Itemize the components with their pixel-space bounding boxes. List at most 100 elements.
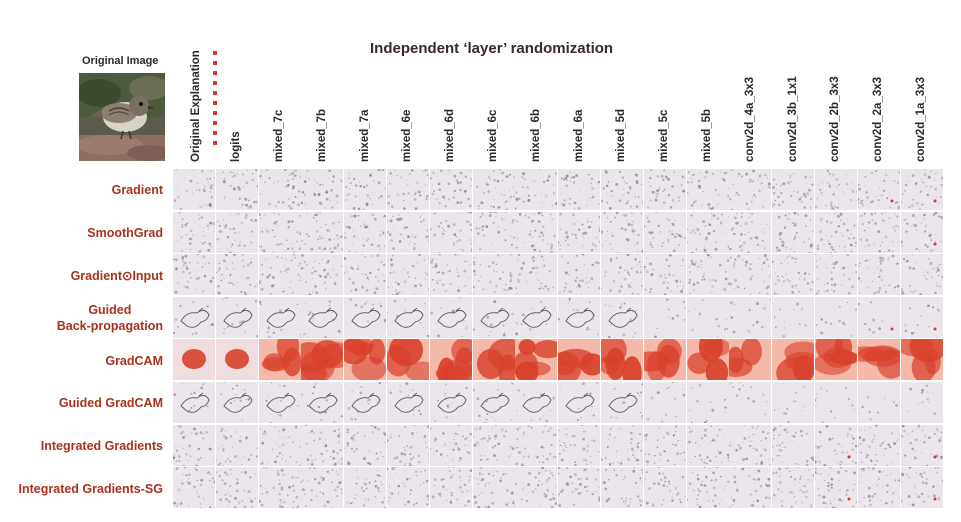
cell-gradcam-mixed-5c xyxy=(643,339,686,381)
cell-smoothgrad-conv2d-2b-3x3 xyxy=(815,211,857,253)
cell-guided-back-propagation-mixed-6d xyxy=(429,296,472,338)
cell-gradient-mixed-6b xyxy=(515,169,558,210)
cell-smoothgrad-mixed-6e xyxy=(387,211,429,253)
original-image-label: Original Image xyxy=(82,55,159,67)
col-label-conv2d-3b-1x1: conv2d_3b_1x1 xyxy=(786,76,799,162)
cell-guided-back-propagation-conv2d-2b-3x3 xyxy=(815,296,857,338)
cell-gradient-input-logits xyxy=(215,254,258,296)
cell-guided-back-propagation-mixed-5d xyxy=(601,296,643,338)
cell-guided-back-propagation-mixed-6c xyxy=(472,296,515,338)
cell-gradient-input-mixed-6d xyxy=(429,254,472,296)
cell-guided-gradcam-conv2d-2b-3x3 xyxy=(815,382,857,423)
cell-guided-back-propagation-mixed-6a xyxy=(558,296,601,338)
cell-gradcam-conv2d-2b-3x3 xyxy=(815,339,857,381)
cell-guided-back-propagation-mixed-6e xyxy=(387,296,429,338)
cell-gradient-mixed-6c xyxy=(472,169,515,210)
cell-integrated-gradients-mixed-5c xyxy=(643,424,686,466)
cell-integrated-gradients-sg-mixed-6e xyxy=(387,467,429,509)
cell-gradient-input-mixed-7a xyxy=(344,254,387,296)
col-label-mixed-6a: mixed_6a xyxy=(572,109,585,162)
cell-smoothgrad-mixed-7c xyxy=(258,211,301,253)
col-label-mixed-6e: mixed_6e xyxy=(401,109,414,162)
cell-integrated-gradients-sg-mixed-6c xyxy=(472,467,515,509)
cell-gradcam-mixed-6e xyxy=(387,339,429,381)
cell-gradient-input-conv2d-2b-3x3 xyxy=(815,254,857,296)
cell-integrated-gradients-sg-logits xyxy=(215,467,258,509)
cell-integrated-gradients-sg-conv2d-2b-3x3 xyxy=(815,467,857,509)
cell-integrated-gradients-mixed-5d xyxy=(601,424,643,466)
cell-gradient-original xyxy=(173,169,215,210)
cell-integrated-gradients-mixed-6b xyxy=(515,424,558,466)
row-label-guided-back-propagation: Guided Back-propagation xyxy=(56,303,163,334)
cell-integrated-gradients-conv2d-3b-1x1 xyxy=(772,424,815,466)
col-label-conv2d-2a-3x3: conv2d_2a_3x3 xyxy=(872,76,885,162)
cell-gradient-mixed-7b xyxy=(301,169,344,210)
cell-gradient-input-mixed-6b xyxy=(515,254,558,296)
col-label-mixed-6c: mixed_6c xyxy=(487,109,499,162)
cell-gradient-mixed-7a xyxy=(344,169,387,210)
cell-gradcam-conv2d-4a-3x3 xyxy=(729,339,772,381)
cell-gradcam-mixed-6a xyxy=(558,339,601,381)
cell-gradient-conv2d-2b-3x3 xyxy=(815,169,857,210)
cell-guided-back-propagation-conv2d-1a-3x3 xyxy=(900,296,943,338)
cell-smoothgrad-logits xyxy=(215,211,258,253)
cell-integrated-gradients-mixed-6a xyxy=(558,424,601,466)
cell-gradient-input-conv2d-1a-3x3 xyxy=(900,254,943,296)
cell-gradcam-mixed-5d xyxy=(601,339,643,381)
cell-gradcam-original xyxy=(173,339,215,381)
row-label-smoothgrad: SmoothGrad xyxy=(87,225,163,240)
cell-gradient-input-conv2d-4a-3x3 xyxy=(729,254,772,296)
cell-guided-gradcam-original xyxy=(173,382,215,423)
cell-integrated-gradients-sg-mixed-6d xyxy=(429,467,472,509)
cell-gradcam-mixed-6b xyxy=(515,339,558,381)
cell-gradient-input-conv2d-2a-3x3 xyxy=(857,254,900,296)
cell-gradcam-logits xyxy=(215,339,258,381)
cell-guided-back-propagation-mixed-5c xyxy=(643,296,686,338)
cell-integrated-gradients-sg-mixed-7c xyxy=(258,467,301,509)
cell-smoothgrad-conv2d-4a-3x3 xyxy=(729,211,772,253)
cell-integrated-gradients-sg-mixed-6b xyxy=(515,467,558,509)
cell-gradient-input-mixed-6a xyxy=(558,254,601,296)
cell-integrated-gradients-sg-conv2d-2a-3x3 xyxy=(857,467,900,509)
cell-gradient-mixed-7c xyxy=(258,169,301,210)
cell-gradcam-mixed-6c xyxy=(472,339,515,381)
cell-guided-back-propagation-mixed-6b xyxy=(515,296,558,338)
cell-gradcam-mixed-6d xyxy=(429,339,472,381)
cell-integrated-gradients-mixed-6c xyxy=(472,424,515,466)
cell-guided-gradcam-mixed-5b xyxy=(686,382,729,423)
cell-guided-gradcam-mixed-7c xyxy=(258,382,301,423)
col-label-mixed-5c: mixed_5c xyxy=(658,109,671,162)
cell-integrated-gradients-conv2d-1a-3x3 xyxy=(900,424,943,466)
cell-gradcam-conv2d-2a-3x3 xyxy=(857,339,900,381)
row-label-gradcam: GradCAM xyxy=(105,353,163,368)
cell-integrated-gradients-logits xyxy=(215,424,258,466)
cell-gradient-conv2d-4a-3x3 xyxy=(729,169,772,210)
cell-integrated-gradients-sg-conv2d-4a-3x3 xyxy=(729,467,772,509)
cell-gradient-input-mixed-7c xyxy=(258,254,301,296)
cell-integrated-gradients-original xyxy=(173,424,215,466)
cell-smoothgrad-mixed-6a xyxy=(558,211,601,253)
cell-integrated-gradients-sg-conv2d-3b-1x1 xyxy=(772,467,815,509)
cell-gradcam-mixed-7b xyxy=(301,339,344,381)
cell-smoothgrad-conv2d-1a-3x3 xyxy=(900,211,943,253)
figure-title: Independent ‘layer’ randomization xyxy=(370,40,614,57)
cell-integrated-gradients-mixed-7b xyxy=(301,424,344,466)
col-label-conv2d-1a-3x3: conv2d_1a_3x3 xyxy=(915,76,927,162)
row-label-gradient: Gradient xyxy=(111,183,163,198)
cell-guided-gradcam-conv2d-1a-3x3 xyxy=(900,382,943,423)
col-label-mixed-7a: mixed_7a xyxy=(358,109,371,162)
cell-guided-gradcam-mixed-5c xyxy=(643,382,686,423)
cell-gradient-input-original xyxy=(173,254,215,296)
cell-guided-gradcam-mixed-6d xyxy=(429,382,472,423)
cell-guided-gradcam-conv2d-4a-3x3 xyxy=(729,382,772,423)
cell-integrated-gradients-mixed-7a xyxy=(344,424,387,466)
col-label-mixed-7b: mixed_7b xyxy=(315,108,328,162)
cell-gradient-mixed-5d xyxy=(601,169,643,210)
cell-gradcam-conv2d-1a-3x3 xyxy=(900,339,943,381)
cell-smoothgrad-mixed-6b xyxy=(515,211,558,253)
cell-integrated-gradients-mixed-6d xyxy=(429,424,472,466)
cell-guided-back-propagation-logits xyxy=(215,296,258,338)
cell-integrated-gradients-conv2d-2a-3x3 xyxy=(857,424,900,466)
cell-integrated-gradients-sg-mixed-5b xyxy=(686,467,729,509)
cell-gradient-logits xyxy=(215,169,258,210)
